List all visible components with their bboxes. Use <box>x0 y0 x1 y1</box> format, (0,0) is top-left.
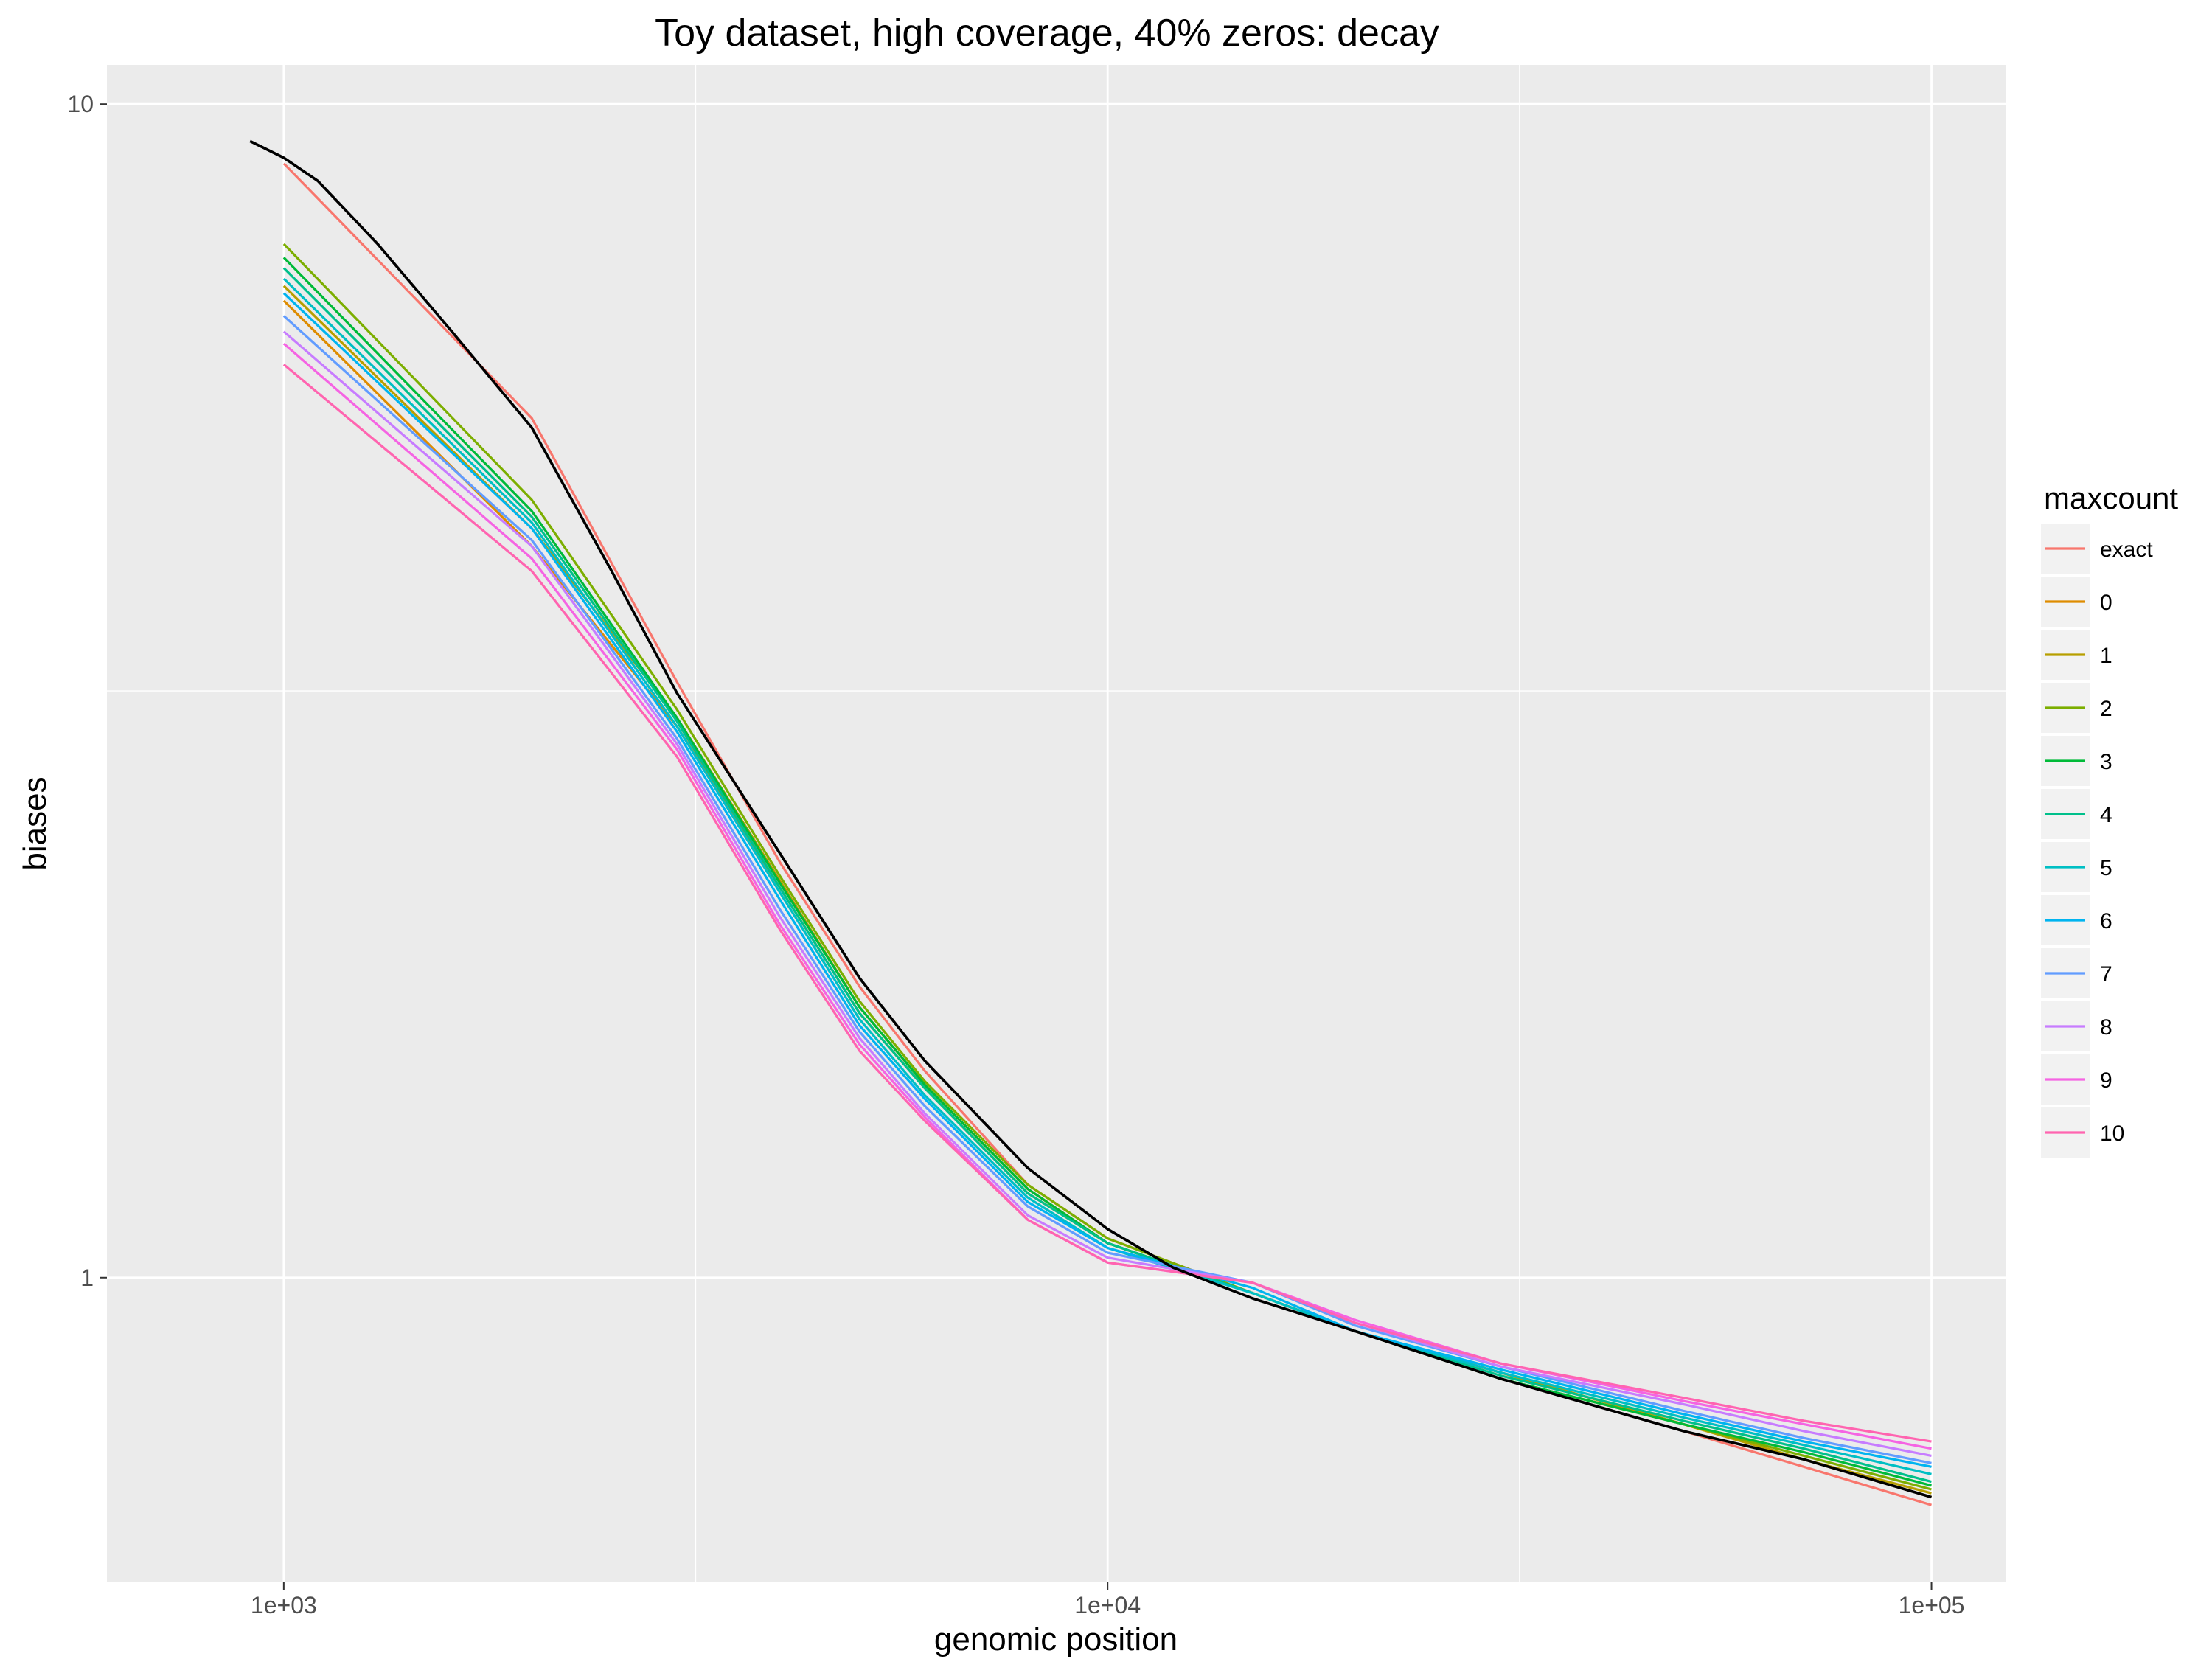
x-tick-label: 1e+04 <box>1074 1592 1141 1618</box>
series-line-5 <box>282 277 1932 1475</box>
series-line-7 <box>282 315 1932 1464</box>
chart-title: Toy dataset, high coverage, 40% zeros: d… <box>655 12 1439 55</box>
legend-label: exact <box>2100 538 2153 562</box>
gridlines <box>107 65 2006 1582</box>
x-axis: 1e+03 1e+04 1e+05 <box>251 1582 1965 1618</box>
series-line-6 <box>282 292 1932 1468</box>
reference-line <box>249 139 1933 1499</box>
legend-label: 9 <box>2100 1068 2112 1093</box>
y-tick-label: 1 <box>80 1265 94 1291</box>
x-axis-label: genomic position <box>934 1621 1178 1658</box>
legend-label: 3 <box>2100 750 2112 774</box>
legend-label: 4 <box>2100 803 2112 827</box>
series-line-8 <box>282 330 1932 1457</box>
x-tick-label: 1e+05 <box>1899 1592 1965 1618</box>
series-line-4 <box>282 267 1932 1484</box>
series-lines <box>282 162 1932 1506</box>
y-tick-label: 10 <box>67 91 94 117</box>
legend-label: 0 <box>2100 591 2112 615</box>
legend: maxcount exact 0 1 2 3 4 5 6 7 8 9 10 <box>2041 481 2178 1158</box>
legend-label: 6 <box>2100 909 2112 933</box>
legend-label: 1 <box>2100 644 2112 668</box>
legend-label: 8 <box>2100 1015 2112 1040</box>
legend-label: 10 <box>2100 1121 2124 1146</box>
reference-curve <box>249 139 1933 1499</box>
y-axis: 1 10 <box>67 91 107 1291</box>
legend-title: maxcount <box>2044 481 2178 515</box>
x-tick-label: 1e+03 <box>251 1592 317 1618</box>
series-line-3 <box>282 257 1932 1487</box>
legend-label: 5 <box>2100 856 2112 880</box>
y-axis-label: biases <box>17 776 53 870</box>
series-line-10 <box>282 364 1932 1443</box>
plot-panel <box>107 65 2006 1582</box>
legend-label: 2 <box>2100 697 2112 721</box>
legend-label: 7 <box>2100 962 2112 987</box>
